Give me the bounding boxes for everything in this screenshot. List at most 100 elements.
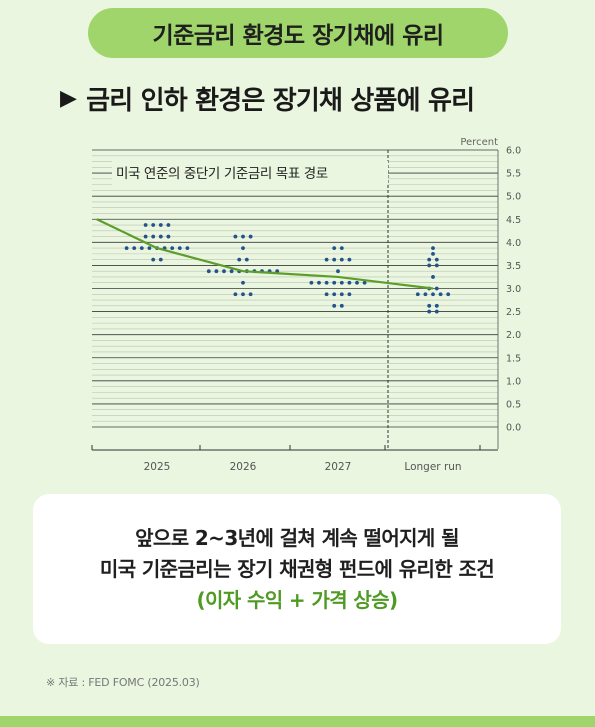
fomc-dot bbox=[206, 269, 211, 274]
bottom-bar bbox=[0, 716, 595, 727]
fomc-dot bbox=[355, 280, 359, 285]
x-tick-label: 2027 bbox=[325, 461, 352, 473]
fomc-dot bbox=[431, 275, 435, 279]
dot-plot-chart: 0.0 0.5 1.0 1.5 2.0 2.5 3.0 3.5 4.0 4.5 5.0 5.5 6.0 P… bbox=[91, 137, 521, 473]
fomc-dot bbox=[166, 223, 171, 227]
fomc-dot bbox=[185, 246, 190, 251]
y-tick-label: 6.0 bbox=[506, 146, 521, 157]
fomc-dot bbox=[431, 292, 435, 297]
fomc-dot bbox=[177, 246, 182, 251]
y-tick-label: 2.5 bbox=[506, 307, 521, 318]
fomc-dot bbox=[143, 234, 148, 239]
fomc-dot bbox=[237, 257, 242, 262]
y-tick-label: 1.5 bbox=[506, 353, 521, 364]
fomc-dot bbox=[339, 292, 344, 297]
source-note: ※ 자료 : FED FOMC (2025.03) bbox=[46, 676, 200, 689]
fomc-dot bbox=[339, 280, 344, 285]
fomc-dot bbox=[434, 309, 439, 314]
fomc-dot bbox=[415, 292, 420, 297]
fomc-dot bbox=[362, 280, 367, 285]
fomc-dot bbox=[434, 257, 439, 262]
fomc-dot bbox=[347, 257, 352, 262]
fomc-dot bbox=[139, 246, 144, 251]
chart-title: 미국 연준의 중단기 기준금리 목표 경로 bbox=[116, 166, 328, 182]
y-tick-label: 3.0 bbox=[506, 284, 521, 295]
fomc-dot bbox=[248, 234, 253, 239]
y-axis-label: Percent bbox=[460, 137, 498, 148]
fomc-dot bbox=[332, 280, 337, 285]
play-triangle-icon: ▶ bbox=[60, 85, 77, 111]
subtitle-text: 금리 인하 환경은 장기채 상품에 유리 bbox=[86, 85, 475, 116]
y-tick-label: 0.5 bbox=[506, 399, 521, 410]
fomc-dot bbox=[324, 292, 329, 297]
fomc-dot bbox=[434, 263, 439, 268]
fomc-dot bbox=[166, 234, 171, 239]
fomc-dot bbox=[248, 292, 253, 297]
chart-title-bg bbox=[112, 161, 388, 185]
fomc-dot bbox=[233, 292, 238, 297]
y-tick-label: 3.5 bbox=[506, 261, 521, 272]
title-pill: 기준금리 환경도 장기채에 유리 bbox=[88, 8, 508, 58]
fomc-dot bbox=[241, 280, 245, 285]
fomc-dot bbox=[158, 234, 163, 239]
y-tick-label: 2.0 bbox=[506, 330, 521, 341]
summary-line-1: 앞으로 2~3년에 걸쳐 계속 떨어지게 될 bbox=[135, 525, 459, 550]
fomc-dot bbox=[427, 257, 432, 262]
summary-card: 앞으로 2~3년에 걸쳐 계속 떨어지게 될 미국 기준금리는 장기 채권형 펀… bbox=[33, 494, 561, 644]
fomc-dot bbox=[143, 223, 148, 227]
fomc-dot bbox=[324, 280, 329, 285]
fomc-dot bbox=[151, 257, 156, 262]
fomc-dot bbox=[423, 292, 428, 297]
fomc-dot bbox=[132, 246, 137, 251]
fomc-dot bbox=[233, 234, 238, 239]
fomc-dot bbox=[214, 269, 219, 274]
y-tick-label: 5.0 bbox=[506, 192, 521, 203]
fomc-dot bbox=[241, 292, 245, 297]
fomc-dot bbox=[427, 309, 432, 314]
fomc-dot bbox=[170, 246, 175, 251]
subtitle: ▶ 금리 인하 환경은 장기채 상품에 유리 bbox=[60, 78, 560, 118]
fomc-dot bbox=[151, 234, 156, 239]
median-path-line bbox=[96, 218, 434, 290]
fomc-dot bbox=[446, 292, 451, 297]
title-text: 기준금리 환경도 장기채에 유리 bbox=[152, 23, 444, 49]
fomc-dot bbox=[427, 303, 432, 308]
summary-line-3: (이자 수익 + 가격 상승) bbox=[196, 587, 398, 612]
fomc-dot bbox=[229, 269, 234, 274]
y-tick-label: 4.5 bbox=[506, 215, 521, 226]
fomc-dot bbox=[158, 223, 163, 227]
y-tick-label: 1.0 bbox=[506, 376, 521, 387]
fomc-dot bbox=[434, 303, 439, 308]
fomc-dot bbox=[332, 303, 337, 308]
fomc-dot bbox=[241, 234, 245, 239]
x-tick-label: 2025 bbox=[144, 461, 171, 473]
fomc-dot bbox=[158, 257, 163, 262]
fomc-dot bbox=[339, 303, 344, 308]
fomc-dot bbox=[438, 292, 443, 297]
fomc-dot bbox=[309, 280, 314, 285]
fomc-dot bbox=[332, 257, 337, 262]
fomc-dot bbox=[431, 246, 435, 251]
fomc-dot bbox=[124, 246, 129, 251]
fomc-dot bbox=[244, 257, 249, 262]
fomc-dot bbox=[339, 257, 344, 262]
y-tick-label: 5.5 bbox=[506, 169, 521, 180]
fomc-dot bbox=[317, 280, 321, 285]
fomc-dot bbox=[222, 269, 226, 274]
fomc-dot bbox=[241, 246, 245, 251]
y-tick-label: 4.0 bbox=[506, 238, 521, 249]
fomc-dot bbox=[427, 263, 432, 268]
summary-line-2: 미국 기준금리는 장기 채권형 펀드에 유리한 조건 bbox=[99, 556, 495, 581]
fomc-dot bbox=[347, 280, 352, 285]
x-tick-label: 2026 bbox=[230, 461, 257, 473]
fomc-dot bbox=[431, 251, 435, 256]
fomc-dot bbox=[147, 246, 152, 251]
fomc-dot bbox=[151, 223, 156, 227]
fomc-dot bbox=[332, 292, 337, 297]
fomc-dot bbox=[324, 257, 329, 262]
fomc-dot bbox=[339, 246, 344, 251]
y-tick-label: 0.0 bbox=[506, 423, 521, 434]
fomc-dot bbox=[332, 246, 337, 251]
fomc-dot bbox=[434, 286, 439, 291]
fomc-dot bbox=[336, 269, 340, 274]
